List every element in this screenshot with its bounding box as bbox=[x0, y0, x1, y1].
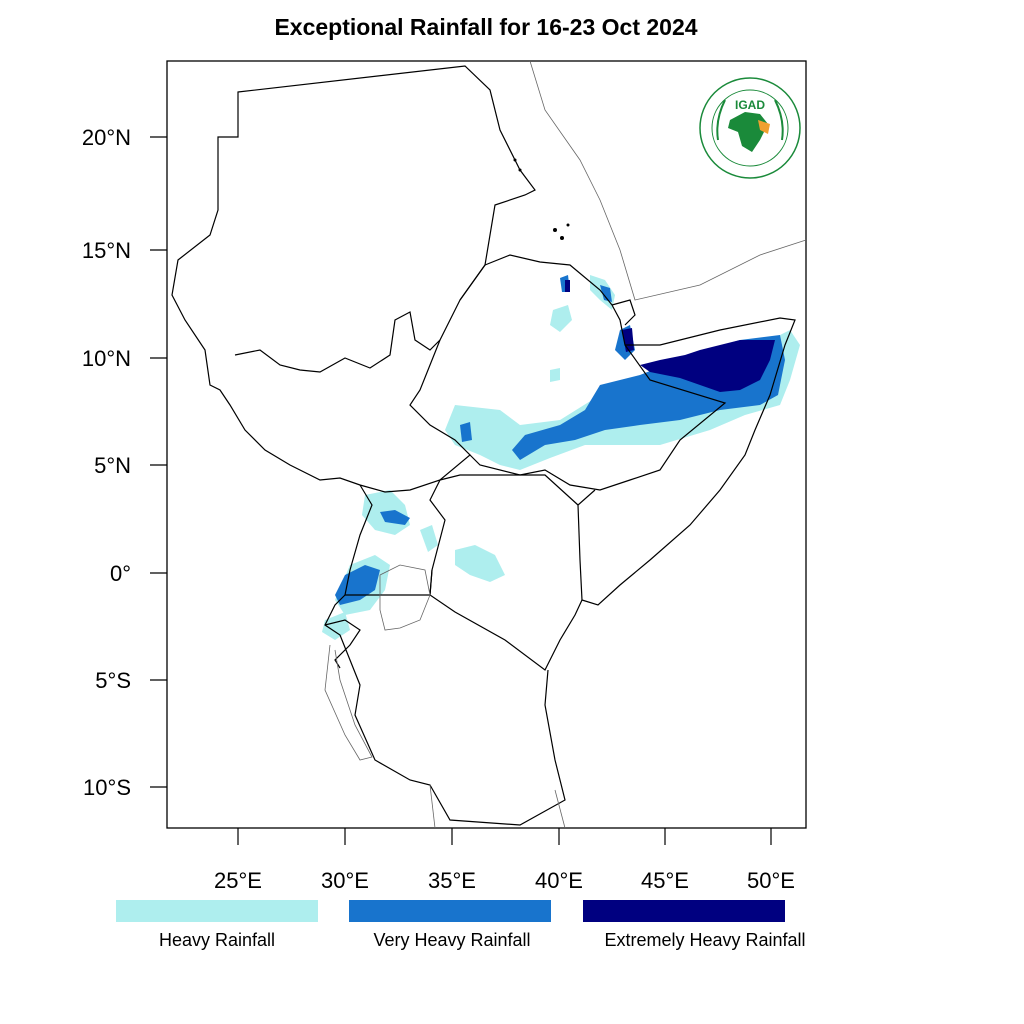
map-title: Exceptional Rainfall for 16-23 Oct 2024 bbox=[274, 14, 698, 40]
logo-text: IGAD bbox=[735, 98, 765, 112]
country-borders bbox=[171, 65, 796, 826]
legend-swatch-heavy bbox=[116, 900, 318, 922]
legend-label-heavy: Heavy Rainfall bbox=[158, 930, 276, 950]
coastal-islands bbox=[513, 158, 570, 240]
lon-tick-label: 40°E bbox=[535, 868, 583, 893]
legend-label-very-heavy: Very Heavy Rainfall bbox=[373, 930, 531, 950]
lon-tick-label: 30°E bbox=[321, 868, 369, 893]
lakes-and-coasts bbox=[324, 60, 807, 829]
legend-swatch-extreme bbox=[583, 900, 785, 922]
lat-tick-label: 5°S bbox=[95, 668, 131, 693]
legend-label-extreme: Extremely Heavy Rainfall bbox=[604, 930, 806, 950]
lat-tick-label: 0° bbox=[110, 561, 131, 586]
lon-tick-label: 45°E bbox=[641, 868, 689, 893]
lon-tick-label: 50°E bbox=[747, 868, 795, 893]
lat-tick-label: 5°N bbox=[94, 453, 131, 478]
latitude-axis: 20°N 15°N 10°N 5°N 0° 5°S 10°S bbox=[82, 125, 167, 800]
longitude-axis: 25°E 30°E 35°E 40°E 45°E 50°E bbox=[214, 828, 795, 893]
legend-swatch-very-heavy bbox=[349, 900, 551, 922]
lat-tick-label: 10°S bbox=[83, 775, 131, 800]
lat-tick-label: 20°N bbox=[82, 125, 131, 150]
igad-logo: IGAD bbox=[699, 77, 801, 179]
lat-tick-label: 10°N bbox=[82, 346, 131, 371]
lat-tick-label: 15°N bbox=[82, 238, 131, 263]
lon-tick-label: 25°E bbox=[214, 868, 262, 893]
lon-tick-label: 35°E bbox=[428, 868, 476, 893]
